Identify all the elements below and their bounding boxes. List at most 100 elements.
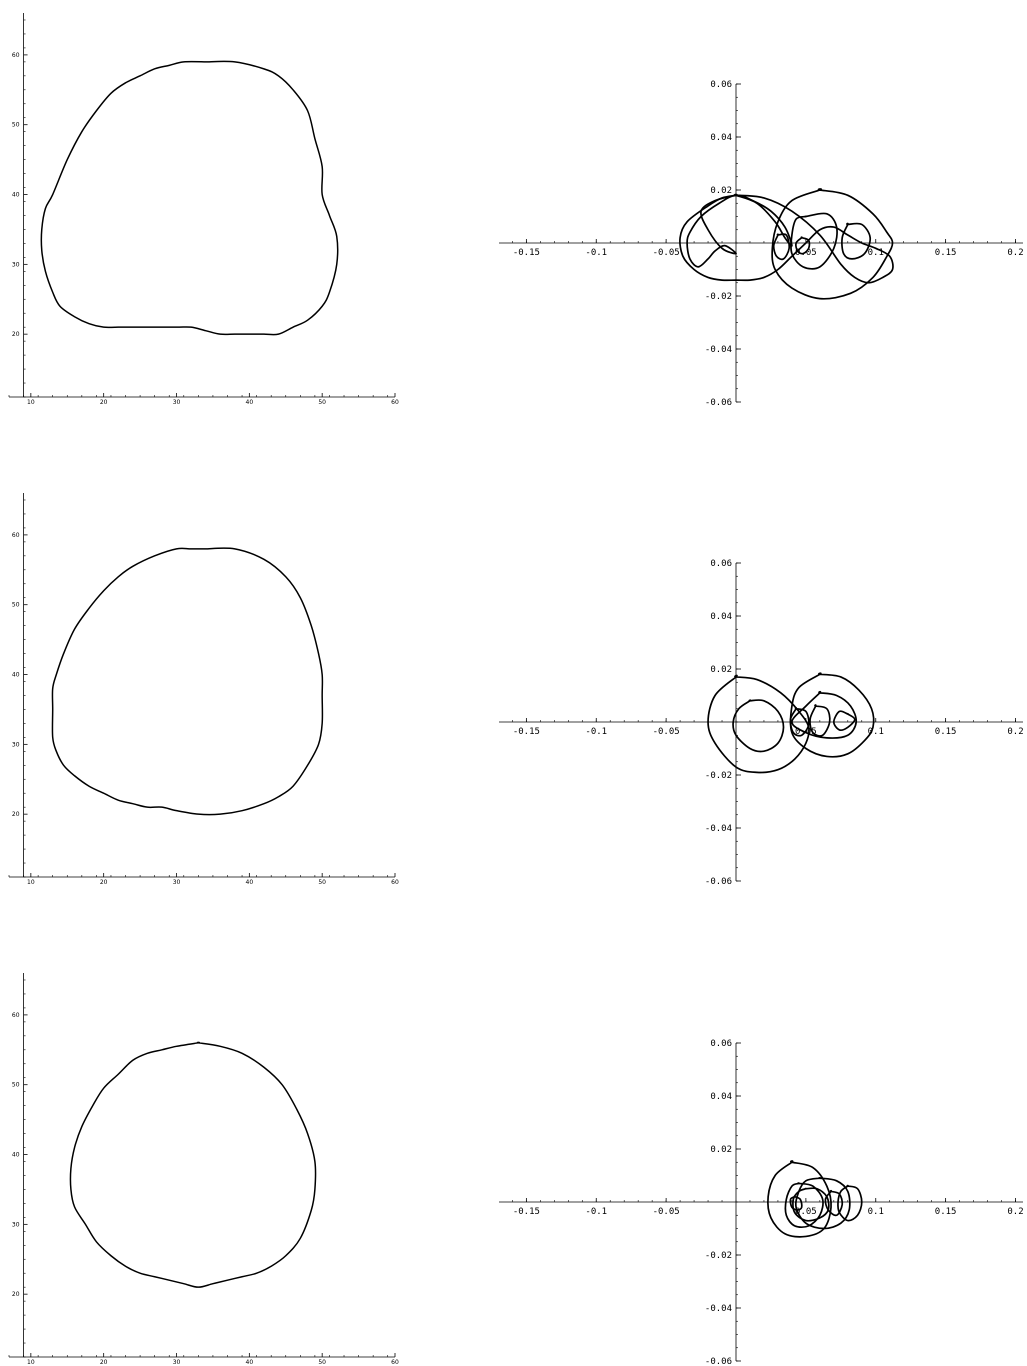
trajectory-curve-3 [791, 690, 858, 739]
y-tick-label: 40 [12, 1152, 20, 1159]
y-tick-label: 0.06 [710, 1039, 732, 1049]
trajectory-curve-2 [686, 193, 793, 268]
y-tick-label: 40 [12, 672, 20, 679]
trajectory-curve-2 [732, 699, 785, 753]
trajectory-curve-4 [772, 233, 791, 261]
y-tick-label: 0.04 [710, 133, 732, 143]
y-tick-label: 30 [12, 741, 20, 748]
x-tick-label: 60 [391, 1359, 399, 1365]
x-tick-label: 0.1 [868, 248, 884, 258]
trajectory-curve-6 [789, 1195, 803, 1211]
y-tick-label: 20 [12, 331, 20, 338]
chart-row2-left: 10 20 30 40 50 60 20 30 40 50 60 [8, 493, 399, 885]
x-tick-label: -0.1 [585, 727, 607, 737]
y-tick-label: 30 [12, 1221, 20, 1228]
y-tick-label: -0.06 [705, 1357, 732, 1366]
y-tick-label: 50 [12, 1082, 20, 1089]
y-tick-label: 0.04 [710, 1092, 732, 1102]
y-tick-label: 50 [12, 602, 20, 609]
x-tick-label: 50 [318, 399, 326, 405]
y-tick-label: 50 [12, 122, 20, 129]
x-tick-label: 0.15 [935, 1207, 957, 1217]
x-tick-label: 30 [173, 879, 181, 885]
x-tick-label: 30 [173, 1359, 181, 1365]
trajectory-curve-0 [707, 674, 810, 774]
trajectory-curve-0 [679, 194, 894, 284]
x-tick-label: 20 [100, 399, 108, 405]
x-tick-label: -0.05 [653, 1207, 680, 1217]
x-tick-label: -0.05 [653, 727, 680, 737]
y-tick-label: 20 [12, 811, 20, 818]
trajectory-curve-5 [809, 704, 831, 737]
y-tick-label: 0.06 [710, 80, 732, 90]
x-tick-label: 20 [100, 879, 108, 885]
x-tick-label: 50 [318, 879, 326, 885]
y-tick-label: 0.02 [710, 1145, 732, 1155]
chart-row1-left: 10 20 30 40 50 60 20 30 40 50 60 [8, 13, 399, 405]
x-tick-label: -0.15 [513, 727, 540, 737]
outline-curve-0 [51, 547, 324, 816]
x-tick-label: 40 [246, 1359, 254, 1365]
y-tick-label: -0.02 [705, 292, 732, 302]
y-tick-label: -0.06 [705, 398, 732, 408]
y-tick-label: -0.04 [705, 1304, 732, 1314]
trajectory-curve-5 [795, 236, 811, 255]
trajectory-curve-3 [790, 212, 838, 270]
trajectory-curve-2 [784, 1182, 824, 1229]
x-tick-label: 0.1 [868, 1207, 884, 1217]
y-tick-label: 0.04 [710, 612, 732, 622]
y-tick-label: 60 [12, 1012, 20, 1019]
x-tick-label: 60 [391, 399, 399, 405]
trajectory-curve-5 [824, 1189, 844, 1217]
trajectory-curve-4 [789, 707, 810, 737]
x-tick-label: 0.15 [935, 727, 957, 737]
x-tick-label: 50 [318, 1359, 326, 1365]
x-tick-label: 40 [246, 879, 254, 885]
x-tick-label: 0.2 [1007, 248, 1023, 258]
trajectory-curve-1 [794, 1176, 851, 1230]
y-tick-label: 0.02 [710, 665, 732, 675]
x-tick-label: -0.05 [653, 248, 680, 258]
y-tick-label: 60 [12, 532, 20, 539]
x-tick-label: -0.15 [513, 1207, 540, 1217]
x-tick-label: 60 [391, 879, 399, 885]
y-tick-label: -0.02 [705, 771, 732, 781]
x-tick-label: 10 [27, 879, 35, 885]
x-tick-label: 40 [246, 399, 254, 405]
y-tick-label: -0.04 [705, 824, 732, 834]
x-tick-label: 0.1 [868, 727, 884, 737]
x-tick-label: 0.2 [1007, 1207, 1023, 1217]
y-tick-label: 60 [12, 52, 20, 59]
x-tick-label: 20 [100, 1359, 108, 1365]
y-tick-label: 30 [12, 261, 20, 268]
x-tick-label: -0.1 [585, 1207, 607, 1217]
chart-row1-right: -0.15 -0.1 -0.05 0.05 0.1 0.15 0.20.060.040.02… [499, 80, 1024, 408]
y-tick-label: 40 [12, 192, 20, 199]
trajectory-curve-0 [767, 1160, 832, 1238]
x-tick-label: 0.05 [795, 1207, 817, 1217]
trajectory-curve-4 [792, 1187, 830, 1222]
y-tick-label: 0.02 [710, 186, 732, 196]
x-tick-label: 0.15 [935, 248, 957, 258]
x-tick-label: 30 [173, 399, 181, 405]
x-tick-label: -0.1 [585, 248, 607, 258]
chart-row3-right: -0.15 -0.1 -0.05 0.05 0.1 0.15 0.2 0.06 0.04 0.02… [499, 1039, 1024, 1366]
trajectory-curve-1 [771, 188, 894, 300]
trajectory-curve-6 [832, 710, 856, 732]
y-tick-label: -0.02 [705, 1251, 732, 1261]
trajectory-curve-1 [789, 672, 875, 758]
y-tick-label: -0.06 [705, 877, 732, 887]
x-tick-label: 10 [27, 399, 35, 405]
outline-curve-0 [40, 60, 339, 336]
chart-row2-right: -0.15 -0.1 -0.05 0.05 0.1 0.15 0.20.060.040.02… [499, 559, 1024, 887]
chart-row3-left: 10 20 30 40 50 60 20 30 40 50 60 [8, 973, 399, 1365]
y-tick-label: 0.06 [710, 559, 732, 569]
y-tick-label: 20 [12, 1291, 20, 1298]
x-tick-label: 0.2 [1007, 727, 1023, 737]
trajectory-curve-6 [841, 222, 872, 260]
x-tick-label: 10 [27, 1359, 35, 1365]
x-tick-label: -0.15 [513, 248, 540, 258]
trajectory-curve-3 [837, 1184, 863, 1222]
outline-curve-0 [69, 1041, 317, 1288]
y-tick-label: -0.04 [705, 345, 732, 355]
